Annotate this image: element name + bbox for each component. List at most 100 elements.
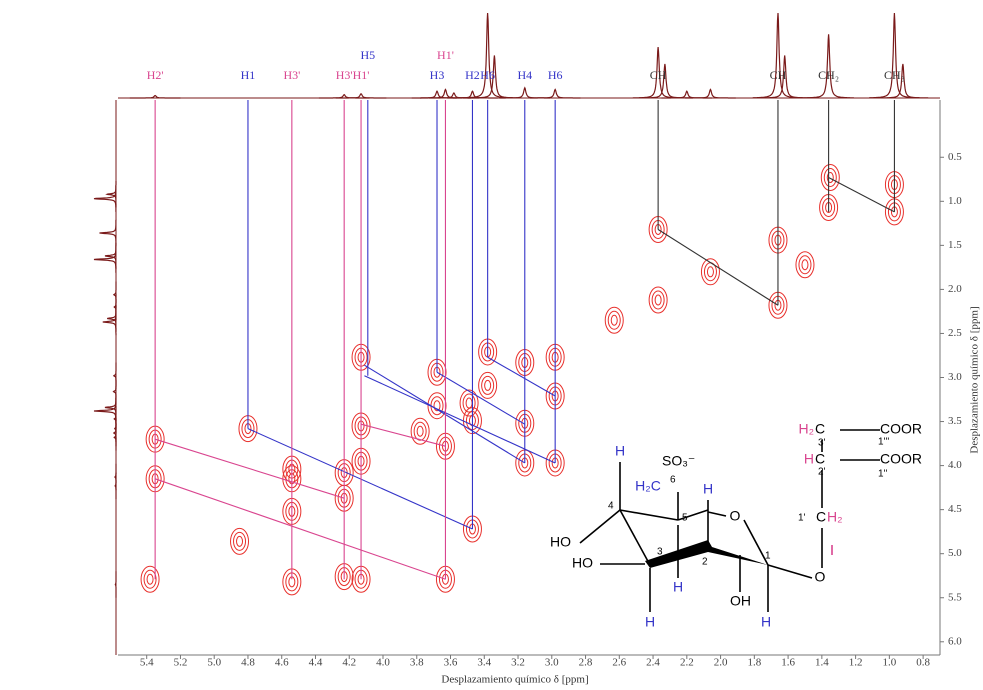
projection-peak: [104, 242, 117, 270]
y-tick-label: 5.5: [948, 591, 962, 603]
projection-peak: [113, 405, 117, 433]
projection-peak: [685, 88, 736, 99]
cross-peak: [826, 172, 834, 184]
atom-label: HO: [550, 534, 571, 550]
x-tick-label: 1.4: [815, 657, 829, 669]
atom-label: C: [815, 451, 825, 467]
projection-peak: [529, 88, 581, 99]
atom-label: COOR: [880, 451, 922, 467]
projection-peak: [335, 93, 387, 99]
atom-label: HO: [572, 555, 593, 571]
projection-peak: [447, 90, 498, 99]
atom-number: 3: [657, 547, 663, 558]
x-tick-label: 3.4: [477, 657, 491, 669]
y-tick-label: 6.0: [948, 635, 962, 647]
cross-peak: [607, 310, 621, 330]
atom-label: SO₃⁻: [662, 453, 695, 469]
plot-area: 5.4 5.2 5.0 4.8 4.6 4.4 4.2 4.0 3.8 3.6 3.4 3.2 3.0 2…: [93, 12, 962, 669]
wedge-bond: [645, 540, 768, 568]
atom-label: O: [730, 508, 741, 524]
cross-peak: [433, 400, 441, 412]
cross-peak: [823, 168, 837, 188]
correlation-line: [154, 438, 345, 499]
projection-peak: [759, 55, 810, 99]
atom-number: 2': [818, 467, 826, 478]
peak-label: H3: [430, 68, 445, 82]
peak-label: H3': [336, 68, 353, 82]
cross-peak: [410, 417, 430, 445]
projection-peak: [318, 93, 370, 99]
correlation-line: [247, 428, 473, 530]
x-tick-label: 5.4: [140, 657, 154, 669]
cross-peak: [654, 294, 662, 306]
atom-label: H: [673, 579, 683, 595]
peak-label: H6: [548, 68, 563, 82]
x-tick-label: 2.0: [714, 657, 728, 669]
cross-peak: [143, 569, 157, 589]
x-tick-label: 1.8: [747, 657, 761, 669]
peak-label: H1: [241, 68, 256, 82]
peak-label: H2: [465, 68, 480, 82]
cross-peak: [484, 379, 492, 391]
x-tick-label: 2.8: [579, 657, 593, 669]
cross-peak: [820, 164, 840, 192]
atom-number: 1'': [878, 469, 887, 480]
x-tick-label: 2.4: [646, 657, 660, 669]
cross-peak: [459, 389, 479, 417]
x-tick-label: 4.8: [241, 657, 255, 669]
bond: [707, 511, 727, 517]
x-tick-label: 3.8: [410, 657, 424, 669]
bond: [579, 509, 621, 544]
peak-label: CH: [650, 68, 667, 82]
atom-number: 1''': [878, 437, 889, 448]
x-tick-label: 4.2: [342, 657, 356, 669]
atom-number: 4: [608, 501, 614, 512]
x-axis-label: Desplazamiento químico δ [ppm]: [441, 674, 588, 686]
correlation-line: [364, 364, 526, 464]
peak-label: CH: [770, 68, 787, 82]
correlation-line: [360, 423, 446, 447]
bond: [767, 564, 813, 579]
x-tick-label: 1.0: [882, 657, 896, 669]
x-tick-label: 2.2: [680, 657, 694, 669]
bond: [677, 509, 709, 521]
x-tick-label: 4.0: [376, 657, 390, 669]
correlation-line: [487, 356, 556, 397]
correlation-line: [364, 375, 556, 464]
x-tick-label: 3.6: [444, 657, 458, 669]
x-tick-label: 4.4: [309, 657, 323, 669]
x-tick-label: 1.6: [781, 657, 795, 669]
atom-number: 5: [682, 513, 688, 524]
x-tick-label: 5.0: [207, 657, 221, 669]
atom-number: 6: [670, 475, 676, 486]
projection-peak: [105, 181, 117, 208]
peak-label: H3': [283, 68, 300, 82]
atom-number: 1: [765, 551, 771, 562]
cross-peak: [146, 573, 154, 585]
atom-label: COOR: [880, 421, 922, 437]
cross-peak: [610, 314, 618, 326]
y-tick-label: 1.5: [948, 239, 962, 251]
peak-label: H1': [353, 68, 370, 82]
atom-label: H: [761, 614, 771, 630]
cross-peak: [478, 371, 498, 399]
x-tick-label: 3.2: [511, 657, 525, 669]
peak-label: H5: [360, 48, 375, 62]
x-tick-label: 1.2: [849, 657, 863, 669]
atom-number: 2: [702, 557, 708, 568]
atom-label: C: [816, 509, 826, 525]
y-tick-label: 3.5: [948, 415, 962, 427]
y-tick-label: 1.0: [948, 195, 962, 207]
atom-label: H₂: [827, 509, 843, 525]
y-tick-label: 3.0: [948, 371, 962, 383]
cross-peak: [416, 425, 424, 437]
cross-peak: [427, 392, 447, 420]
projection-peak: [114, 463, 117, 491]
y-tick-label: 5.0: [948, 547, 962, 559]
cross-peak: [236, 535, 244, 547]
atom-label: H: [615, 443, 625, 459]
correlation-line: [154, 478, 446, 580]
projection-peak: [113, 362, 117, 389]
cross-peak: [481, 375, 495, 395]
